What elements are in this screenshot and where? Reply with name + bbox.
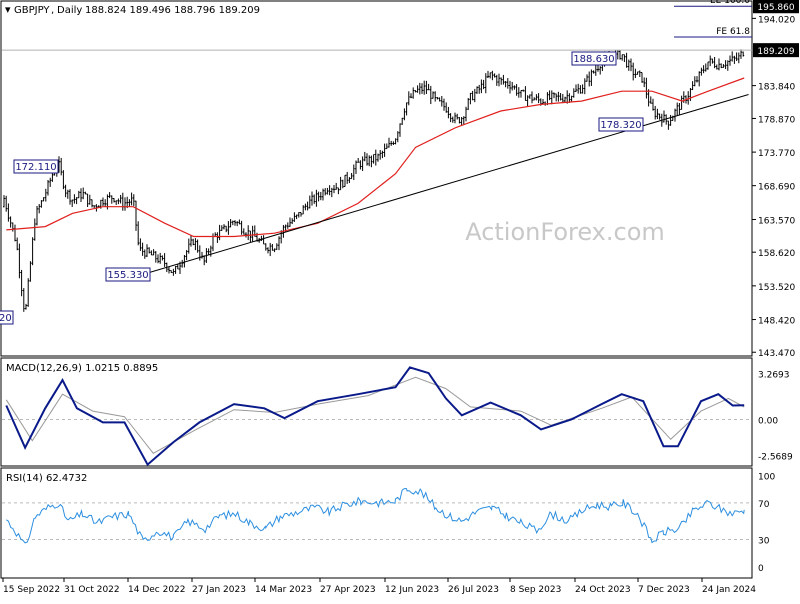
x-axis-label: 31 Oct 2022 — [64, 585, 120, 595]
watermark-text: ActionForex.com — [465, 218, 665, 246]
chart-header-arrow: ▾ — [5, 3, 11, 16]
moving-average-line — [6, 77, 745, 238]
chart-header-ohlc: 188.824 189.496 188.796 189.209 — [85, 5, 260, 16]
price-tag-label: 195.860 — [757, 3, 794, 13]
price-axis-label: 143.470 — [758, 349, 795, 359]
chart-header-timeframe: Daily — [57, 5, 82, 16]
x-axis-label: 15 Sep 2022 — [3, 585, 60, 595]
x-axis-label: 7 Dec 2023 — [638, 585, 690, 595]
x-axis-group: 15 Sep 2022 31 Oct 2022 14 Dec 2022 27 Jan … — [2, 578, 756, 595]
rsi-axis-label: 100 — [758, 472, 775, 482]
x-axis-label: 26 Jul 2023 — [448, 585, 499, 595]
macd-title: MACD(12,26,9) 1.0215 0.8895 — [6, 363, 158, 374]
rsi-title: RSI(14) 62.4732 — [6, 473, 87, 484]
price-annotation-box — [598, 117, 644, 132]
chart-header-symbol: GBPJPY — [14, 5, 50, 16]
trendline-group — [144, 93, 749, 275]
rsi-axis-label: 0 — [758, 564, 764, 574]
price-annotation-box — [13, 159, 59, 174]
x-axis-label: 24 Oct 2023 — [575, 585, 631, 595]
price-axis-label: 168.690 — [758, 183, 795, 193]
price-annotation-label: 148.420 — [0, 313, 12, 324]
price-tag-box — [753, 43, 799, 58]
macd-panel-frame — [0, 357, 753, 467]
y-axis-group: 194.020 183.840 178.870 173.770 168.690 163.5… — [752, 0, 799, 359]
macd-series-group: 3.2693 0.00 -2.5689 — [2, 366, 793, 467]
price-tag-box — [753, 0, 799, 14]
price-axis-label: 178.870 — [758, 115, 795, 125]
fibo-level-label: EE 100.0 — [710, 0, 750, 6]
rsi-axis-label: 70 — [758, 500, 770, 510]
x-axis-label: 8 Sep 2023 — [510, 585, 561, 595]
rsi-series-group: 100 70 30 0 — [2, 472, 775, 574]
x-axis-label: 27 Jan 2023 — [192, 585, 246, 595]
price-tag-label: 189.209 — [757, 47, 794, 57]
price-annotation-label: 155.330 — [107, 270, 148, 281]
price-annotation-box — [571, 51, 617, 66]
price-axis-label: 163.570 — [758, 216, 795, 226]
macd-axis-label: 3.2693 — [758, 371, 790, 381]
rsi-panel-frame — [0, 467, 753, 579]
ema-series-group — [6, 77, 745, 238]
fibo-level-label: FE 61.8 — [716, 27, 750, 37]
macd-axis-label: 0.00 — [758, 417, 778, 427]
support-trendline — [144, 93, 749, 275]
chart-header-separator: , — [51, 5, 54, 16]
x-axis-label: 24 Jan 2024 — [702, 585, 756, 595]
macd-line — [5, 366, 745, 467]
price-annotation-box — [0, 310, 14, 325]
price-annotation-box — [105, 267, 151, 282]
price-axis-label: 148.420 — [758, 317, 795, 327]
price-axis-label: 173.770 — [758, 149, 795, 159]
price-panel-frame — [0, 0, 753, 357]
annotation-group: EE 100.0 FE 61.8 172.110 155.330 188.630 178.… — [0, 0, 752, 325]
price-annotation-label: 178.320 — [600, 120, 641, 131]
rsi-line — [6, 488, 745, 544]
rsi-axis-label: 30 — [758, 537, 770, 547]
price-annotation-label: 172.110 — [15, 162, 56, 173]
price-axis-label: 158.620 — [758, 249, 795, 259]
x-axis-label: 27 Apr 2023 — [320, 585, 376, 595]
price-axis-label: 183.840 — [758, 83, 795, 93]
price-axis-label: 153.520 — [758, 283, 795, 293]
price-axis-label: 194.020 — [758, 15, 795, 25]
x-axis-label: 12 Jun 2023 — [385, 585, 439, 595]
price-annotation-label: 188.630 — [573, 54, 614, 65]
x-axis-label: 14 Dec 2022 — [128, 585, 186, 595]
macd-axis-label: -2.5689 — [758, 453, 793, 463]
price-series-group — [3, 49, 745, 312]
x-axis-label: 14 Mar 2023 — [255, 585, 312, 595]
